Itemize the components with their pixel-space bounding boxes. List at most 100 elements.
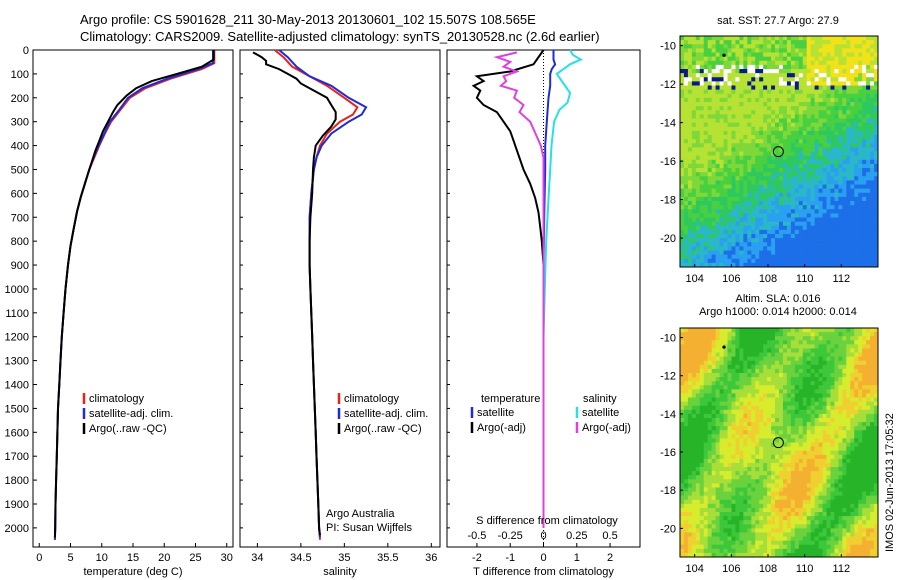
- sst-map-cell: [711, 262, 717, 268]
- sst-map-cell: [874, 139, 879, 144]
- sla-map-cell: [759, 422, 764, 427]
- sst-map-cell: [838, 110, 843, 115]
- sla-map-cell: [711, 340, 717, 345]
- sst-map-cell: [715, 250, 720, 256]
- sst-map-cell: [755, 163, 760, 169]
- sst-map-cell: [794, 168, 800, 173]
- sla-map-cell: [747, 352, 752, 358]
- sla-map-cell: [695, 356, 701, 362]
- sst-map-cell: [786, 238, 792, 243]
- sla-map-cell: [735, 536, 740, 542]
- sla-map-cell: [763, 544, 768, 550]
- sla-map-cell: [731, 352, 736, 358]
- sst-map-cell: [715, 172, 720, 177]
- sla-map-cell: [814, 512, 819, 517]
- sla-map-cell: [759, 528, 764, 533]
- sst-map-cell: [735, 258, 740, 264]
- sst-map-cell: [846, 246, 851, 251]
- sla-map-cell: [751, 446, 756, 452]
- sla-map-cell: [735, 332, 740, 337]
- sst-map-cell: [834, 229, 839, 235]
- sla-map-cell: [806, 360, 812, 366]
- sst-map-cell: [798, 89, 804, 95]
- sst-map-cell: [751, 118, 756, 124]
- sst-map-cell: [755, 242, 760, 247]
- sst-map-cell: [834, 85, 839, 91]
- sla-map-cell: [767, 491, 772, 497]
- sla-map-cell: [727, 401, 732, 407]
- sla-map-cell: [810, 381, 816, 386]
- sst-map-cell: [830, 114, 835, 119]
- sst-map-cell: [723, 114, 728, 119]
- sla-map-cell: [703, 454, 709, 460]
- sst-map-cell: [874, 159, 879, 165]
- sla-map-cell: [806, 340, 812, 345]
- sst-map-cell: [830, 155, 835, 161]
- sla-map-cell: [786, 426, 792, 431]
- sst-map-cell: [782, 60, 788, 66]
- sla-map-cell: [782, 417, 788, 423]
- sst-map-cell: [838, 69, 843, 74]
- sst-map-cell: [842, 176, 847, 181]
- sla-map-cell: [695, 413, 701, 419]
- sla-map-cell: [794, 442, 800, 447]
- sst-map-cell: [810, 85, 816, 91]
- sst-map-cell: [699, 56, 705, 62]
- sla-map-cell: [779, 467, 784, 472]
- sla-map-cell: [739, 393, 744, 398]
- sst-map-cell: [691, 135, 697, 140]
- sla-map-cell: [779, 524, 784, 529]
- sst-map-cell: [838, 217, 843, 223]
- sla-map-cell: [790, 328, 796, 333]
- sst-map-cell: [743, 234, 748, 239]
- sla-map-cell: [814, 503, 819, 509]
- sla-map-cell: [786, 471, 792, 476]
- sla-map-cell: [683, 368, 689, 374]
- sst-map-cell: [743, 56, 748, 62]
- sst-map-cell: [822, 163, 827, 169]
- sla-map-cell: [786, 475, 792, 480]
- sst-map-cell: [755, 205, 760, 210]
- sla-map-cell: [695, 479, 701, 484]
- sst-map-cell: [870, 250, 875, 256]
- sst-map-cell: [802, 221, 808, 227]
- sla-map-cell: [775, 528, 780, 533]
- sst-map-cell: [782, 184, 788, 190]
- sla-map-cell: [683, 385, 689, 390]
- sst-map-cell: [822, 184, 827, 190]
- sla-map-cell: [723, 503, 728, 509]
- sla-map-cell: [683, 503, 689, 509]
- sst-map-cell: [699, 180, 705, 185]
- sla-map-cell: [699, 467, 705, 472]
- sst-map-cell: [858, 89, 863, 95]
- sst-map-cell: [691, 196, 697, 202]
- sst-map-cell: [862, 163, 867, 169]
- sst-map-cell: [779, 77, 784, 82]
- sst-map-cell: [755, 56, 760, 62]
- sla-map-cell: [751, 499, 756, 505]
- sst-map-cell: [763, 93, 768, 99]
- sla-map-cell: [715, 548, 720, 554]
- sla-map-cell: [767, 544, 772, 550]
- sst-map-cell: [727, 262, 732, 268]
- sst-map-cell: [743, 250, 748, 256]
- sst-map-cell: [699, 192, 705, 198]
- sst-map-cell: [806, 242, 812, 247]
- sst-map-cell: [695, 97, 701, 103]
- sla-map-cell: [775, 340, 780, 345]
- sst-map-cell: [814, 64, 819, 70]
- sla-map-cell: [814, 471, 819, 476]
- sst-map-cell: [802, 184, 808, 190]
- sla-map-cell: [794, 381, 800, 386]
- sst-map-cell: [830, 40, 835, 45]
- sst-map-cell: [850, 192, 855, 198]
- sst-map-cell: [790, 122, 796, 128]
- sla-map-cell: [683, 352, 689, 358]
- sla-map-cell: [707, 487, 713, 492]
- sst-map-cell: [767, 155, 772, 161]
- sla-map-cell: [782, 332, 788, 337]
- sst-map-cell: [818, 229, 823, 235]
- sst-map-cell: [858, 205, 863, 210]
- sla-map-cell: [680, 442, 685, 447]
- sst-map-cell: [814, 250, 819, 256]
